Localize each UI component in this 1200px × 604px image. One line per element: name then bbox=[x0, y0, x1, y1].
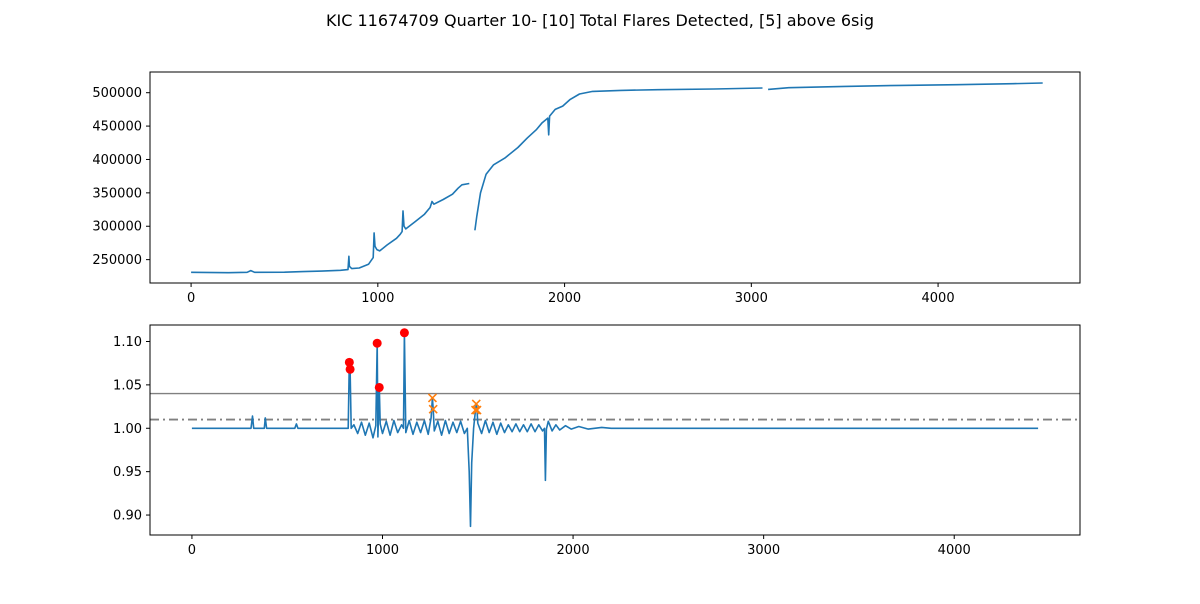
bottom-x-tick-label: 2000 bbox=[557, 543, 590, 558]
weak-flare-marker bbox=[472, 405, 482, 415]
bottom-y-tick-label: 1.05 bbox=[113, 378, 142, 393]
top-plot-frame bbox=[149, 71, 1081, 284]
top-y-tick-label: 500000 bbox=[92, 86, 142, 101]
top-series-line bbox=[191, 182, 470, 274]
top-series-lines bbox=[191, 82, 1043, 274]
bottom-y-tick-label: 0.90 bbox=[113, 509, 142, 524]
bottom-x-tick-label: 0 bbox=[188, 543, 196, 558]
bottom-y-tick-label: 1.10 bbox=[113, 335, 142, 350]
top-x-tick-label: 1000 bbox=[361, 291, 394, 306]
bottom-flare-markers bbox=[344, 328, 482, 415]
figure-title: KIC 11674709 Quarter 10- [10] Total Flar… bbox=[326, 11, 874, 30]
top-x-tick-label: 2000 bbox=[548, 291, 581, 306]
top-panel-raw-flux: 0 1000 2000 3000 4000 250000 300000 350000 40000… bbox=[92, 71, 1081, 306]
strong-flare-marker bbox=[344, 357, 354, 367]
bottom-series-line bbox=[191, 332, 1039, 528]
bottom-threshold-lines bbox=[150, 392, 1080, 421]
top-y-tick-label: 250000 bbox=[92, 253, 142, 268]
strong-flare-marker bbox=[372, 338, 382, 348]
top-y-tick-label: 400000 bbox=[92, 153, 142, 168]
top-x-tick-label: 3000 bbox=[735, 291, 768, 306]
top-series-line bbox=[474, 87, 763, 231]
top-series-line bbox=[768, 82, 1043, 91]
top-y-tick-label: 350000 bbox=[92, 186, 142, 201]
strong-flare-marker bbox=[374, 382, 384, 392]
strong-flare-marker bbox=[399, 328, 409, 338]
bottom-x-tick-label: 4000 bbox=[938, 543, 971, 558]
top-y-tick-label: 450000 bbox=[92, 120, 142, 135]
top-x-tick-label: 4000 bbox=[922, 291, 955, 306]
strong-flare-marker bbox=[345, 364, 355, 374]
bottom-plot-frame bbox=[149, 324, 1081, 536]
bottom-y-tick-label: 0.95 bbox=[113, 465, 142, 480]
top-axis-ticks: 0 1000 2000 3000 4000 250000 300000 350000 40000… bbox=[92, 86, 954, 306]
weak-flare-marker bbox=[428, 404, 438, 414]
bottom-axis-ticks: 0 1000 2000 3000 4000 0.90 0.95 1.00 1.05 1.10 bbox=[113, 335, 971, 558]
bottom-x-tick-label: 1000 bbox=[366, 543, 399, 558]
bottom-panel-normalized-flux: 0 1000 2000 3000 4000 0.90 0.95 1.00 1.05 1.10 bbox=[113, 324, 1081, 558]
bottom-y-tick-label: 1.00 bbox=[113, 422, 142, 437]
bottom-series-lines bbox=[191, 332, 1039, 528]
top-x-tick-label: 0 bbox=[187, 291, 195, 306]
weak-flare-marker bbox=[427, 393, 437, 403]
bottom-x-tick-label: 3000 bbox=[747, 543, 780, 558]
top-y-tick-label: 300000 bbox=[92, 220, 142, 235]
